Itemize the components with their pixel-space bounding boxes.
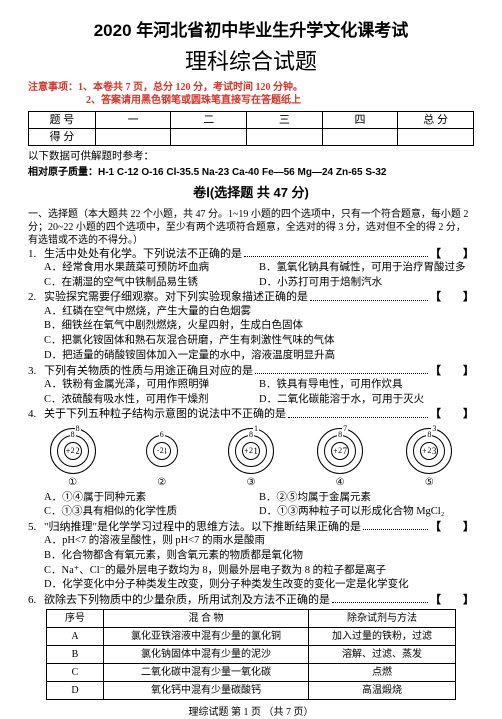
notice-line2: 2、答案请用黑色钢笔或圆珠笔直接写在答题纸上 <box>28 94 474 107</box>
mix-row-d: D <box>46 682 103 700</box>
q3-stem: 下列有关物质的性质与用途正确且对应的是 <box>44 364 253 378</box>
score-cell <box>95 128 171 145</box>
q5-opt-a: A．pH<7 的溶液呈酸性，则 pH<7 的雨水是酸雨 <box>44 534 474 549</box>
answer-bracket: 【 】 <box>430 364 474 378</box>
score-header-4: 四 <box>322 111 398 128</box>
score-header-total: 总 分 <box>398 111 474 128</box>
mix-col-serial: 序号 <box>46 610 103 628</box>
atom-diagrams: +12 288 ① +8 26 ② +11 281 ③ +17 287 ④ <box>28 424 474 489</box>
atomic-mass-line: 相对原子质量：H-1 C-12 O-16 Cl-35.5 Na-23 Ca-40… <box>28 166 474 179</box>
question-6: 6.欲除去下列物质中的少量杂质，所用试剂及方法不正确的是 【 】 序号 混 合 物… <box>28 593 474 700</box>
atom-4: +17 287 <box>313 424 367 478</box>
q5-stem: "归纳推理"是化学学习过程中的思维方法。以下推断结果正确的是 <box>44 520 361 534</box>
page-footer: 理综试题 第 1 页 （共 7 页） <box>28 706 474 719</box>
atom-2: +8 26 <box>135 424 189 478</box>
score-header-2: 二 <box>171 111 247 128</box>
score-row-label: 得 分 <box>29 128 96 145</box>
answer-bracket: 【 】 <box>430 247 474 261</box>
mix-d-mixture: 氧化钙中混有少量碳酸钙 <box>104 682 309 700</box>
answer-bracket: 【 】 <box>430 520 474 534</box>
mix-c-mixture: 二氧化碳中混有少量一氧化碳 <box>104 664 309 682</box>
section-instructions: 一、选择题（本大题共 22 个小题，共 47 分。1~19 小题的四个选项中，只… <box>28 208 474 247</box>
question-3: 3.下列有关物质的性质与用途正确且对应的是 【 】 A．铁粉有金属光泽，可用作照明… <box>28 364 474 408</box>
q3-opt-a: A．铁粉有金属光泽，可用作照明弹 <box>44 378 259 393</box>
q4-opt-c: C．①③具有相似的化学性质 <box>44 505 259 520</box>
atom-1: +12 288 <box>46 424 100 478</box>
mix-a-mixture: 氯化亚铁溶液中混有少量的氯化铜 <box>104 628 309 646</box>
dot-leader <box>244 256 428 257</box>
q2-opt-a: A．红磷在空气中燃烧，产生大量的白色烟雾 <box>44 305 474 320</box>
reference-intro: 以下数据可供解题时参考： <box>28 150 474 164</box>
answer-bracket: 【 】 <box>430 593 474 607</box>
notice-line1: 注意事项：1、本卷共 7 页，总分 120 分，考试时间 120 分钟。 <box>28 81 474 94</box>
mix-row-c: C <box>46 664 103 682</box>
score-cell <box>398 128 474 145</box>
q2-opt-b: B．细铁丝在氧气中剧烈燃烧，火星四射，生成白色固体 <box>44 319 474 334</box>
mix-d-method: 高温煅烧 <box>308 682 455 700</box>
q3-opt-c: C．浓硫酸有吸水性，可用作干燥剂 <box>44 393 259 408</box>
qnum: 3. <box>28 364 44 378</box>
q3-opt-b: B．铁具有导电性，可用作炊具 <box>259 378 474 393</box>
score-table: 题 号 一 二 三 四 总 分 得 分 <box>28 111 474 147</box>
answer-bracket: 【 】 <box>430 290 474 304</box>
atom-5: +13 283 <box>402 424 456 478</box>
q1-opt-a: A．经常食用水果蔬菜可预防坏血病 <box>44 261 259 276</box>
q4-opt-a: A．①④属于同种元素 <box>44 491 259 506</box>
qnum: 2. <box>28 290 44 304</box>
qnum: 1. <box>28 247 44 261</box>
q4-opt-d: D．①③两种粒子可以形成化合物 MgCl₂ <box>259 505 474 520</box>
question-1: 1.生活中处处有化学。下列说法不正确的是 【 】 A．经常食用水果蔬菜可预防坏血病… <box>28 247 474 291</box>
qnum: 6. <box>28 593 44 607</box>
question-5: 5."归纳推理"是化学学习过程中的思维方法。以下推断结果正确的是 【 】 A．pH… <box>28 520 474 593</box>
section-title: 卷Ⅰ(选择题 共 47 分) <box>28 185 474 202</box>
q5-opt-d: D．化学变化中分子种类发生改变，则分子种类发生改变的变化一定是化学变化 <box>44 578 474 593</box>
q5-opt-b: B．化合物都含有氧元素，则含氧元素的物质都是氧化物 <box>44 549 474 564</box>
q3-opt-d: D．二氧化碳能溶于水，可用于灭火 <box>259 393 474 408</box>
subject-title: 理科综合试题 <box>28 48 474 77</box>
mix-col-method: 除杂试剂与方法 <box>308 610 455 628</box>
score-header-1: 一 <box>95 111 171 128</box>
q6-stem: 欲除去下列物质中的少量杂质，所用试剂及方法不正确的是 <box>44 593 330 607</box>
dot-leader <box>332 602 428 603</box>
exam-title: 2020 年河北省初中毕业生升学文化课考试 <box>28 20 474 42</box>
q1-stem: 生活中处处有化学。下列说法不正确的是 <box>44 247 242 261</box>
q1-opt-d: D．小苏打可用于焙制汽水 <box>259 276 474 291</box>
atom-3: +11 281 <box>224 424 278 478</box>
score-cell <box>171 128 247 145</box>
question-2: 2.实验探究需要仔细观察。对下列实验现象描述正确的是 【 】 A．红磷在空气中燃烧… <box>28 290 474 363</box>
score-cell <box>322 128 398 145</box>
score-cell <box>247 128 323 145</box>
mixture-table: 序号 混 合 物 除杂试剂与方法 A氯化亚铁溶液中混有少量的氯化铜加入过量的铁粉… <box>46 609 456 700</box>
q4-opt-b: B．②⑤均属于金属元素 <box>259 491 474 506</box>
answer-bracket: 【 】 <box>430 407 474 421</box>
dot-leader <box>255 373 428 374</box>
q2-stem: 实验探究需要仔细观察。对下列实验现象描述正确的是 <box>44 290 308 304</box>
question-4: 4.关于下列五种粒子结构示意图的说法中不正确的是 【 】 +12 288 ① +8… <box>28 407 474 520</box>
mix-col-mixture: 混 合 物 <box>104 610 309 628</box>
qnum: 5. <box>28 520 44 534</box>
score-header-num: 题 号 <box>29 111 96 128</box>
q2-opt-c: C．把氯化铵固体和熟石灰混合研磨，产生有刺激性气味的气体 <box>44 334 474 349</box>
q1-opt-c: C．在潮湿的空气中铁制品易生锈 <box>44 276 259 291</box>
mix-row-b: B <box>46 646 103 664</box>
q2-opt-d: D．把适量的硝酸铵固体加入一定量的水中，溶液温度明显升高 <box>44 349 474 364</box>
score-header-3: 三 <box>247 111 323 128</box>
mix-c-method: 点燃 <box>308 664 455 682</box>
mix-b-method: 溶解、过滤、蒸发 <box>308 646 455 664</box>
q4-stem: 关于下列五种粒子结构示意图的说法中不正确的是 <box>44 407 286 421</box>
qnum: 4. <box>28 407 44 421</box>
mix-a-method: 加入过量的铁粉，过滤 <box>308 628 455 646</box>
mix-b-mixture: 氯化钠固体中混有少量的泥沙 <box>104 646 309 664</box>
mix-row-a: A <box>46 628 103 646</box>
dot-leader <box>288 417 428 418</box>
dot-leader <box>310 300 428 301</box>
q1-opt-b: B．氢氧化钠具有碱性，可用于治疗胃酸过多 <box>259 261 474 276</box>
q5-opt-c: C．Na⁺、Cl⁻的最外层电子数均为 8，则最外层电子数为 8 的粒子都是离子 <box>44 564 474 579</box>
dot-leader <box>363 529 428 530</box>
